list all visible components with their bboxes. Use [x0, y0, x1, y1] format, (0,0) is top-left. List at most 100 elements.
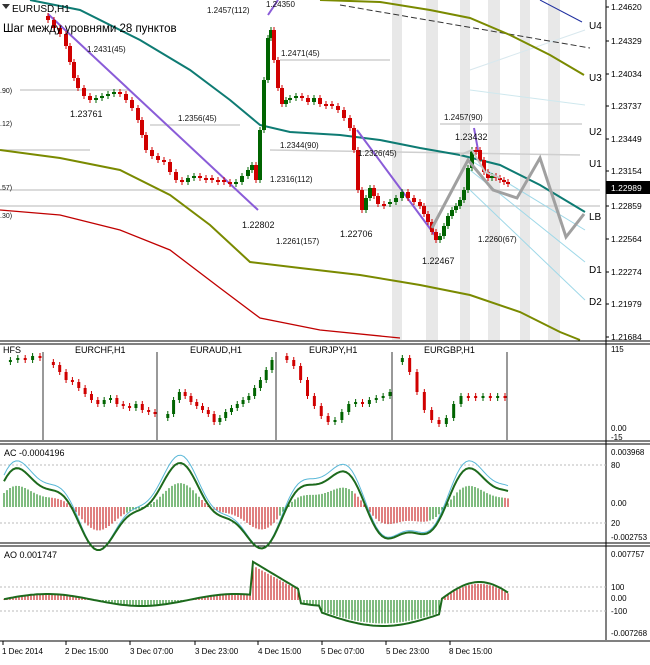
mini-candle-body [503, 396, 507, 398]
ao-scale-neg100: -100 [611, 607, 628, 616]
level-u2: U2 [589, 127, 602, 138]
projection-zigzag-2 [459, 148, 501, 179]
candle-body [388, 202, 392, 204]
mini-candle-body [153, 412, 157, 414]
label-l8: 1.2261(157) [276, 237, 319, 246]
collapse-triangle-icon[interactable] [2, 4, 10, 9]
left-cut-label-2: .12) [0, 121, 12, 128]
mini-euraud-label: EURAUD,H1 [190, 345, 242, 355]
candle-body [174, 172, 178, 180]
mini-candle-body [319, 406, 323, 416]
mini-candle-body [121, 404, 125, 406]
candle-body [324, 104, 328, 106]
level-u3: U3 [589, 73, 602, 84]
candle-body [364, 198, 368, 210]
ma-teal-line [29, 0, 586, 213]
mini-candle-body [109, 398, 113, 400]
candle-body [106, 94, 110, 96]
mini-candle-body [285, 356, 289, 360]
candle-body [306, 98, 310, 102]
candle-body [124, 94, 128, 100]
label-l3: 1.2356(45) [178, 114, 217, 123]
price-tick-label: 1.21684 [611, 332, 642, 342]
mini-candle-body [58, 365, 62, 372]
candle-body [394, 198, 398, 202]
candle-body [438, 236, 442, 240]
candle-body [356, 150, 360, 190]
mini-candle-body [195, 402, 199, 406]
candle-body [262, 80, 266, 130]
candle-body [426, 214, 430, 222]
candle-body [466, 168, 470, 190]
candle-body [406, 192, 410, 198]
level-u1: U1 [589, 159, 602, 170]
price-tick-label: 1.21979 [611, 299, 642, 309]
mini-candle-body [8, 360, 12, 362]
ac-scale-20: 20 [611, 519, 620, 528]
label-l4: 1.2471(45) [281, 49, 320, 58]
label-l6: 1.2316(112) [270, 175, 313, 184]
mini-candle-body [23, 358, 27, 360]
mini-candle-body [347, 404, 351, 412]
mini-charts-panel[interactable]: HFS EURCHF,H1 EURAUD,H1 EURJPY,H1 EURGBP… [3, 345, 627, 442]
candle-body [360, 190, 364, 210]
mini-candle-body [381, 396, 385, 398]
mini-candle-body [70, 380, 74, 382]
ao-histogram [3, 565, 509, 624]
symbol-header: EURUSD,H1 Шаг между уровнями 28 пунктов [2, 4, 177, 35]
mini-candle-body [459, 396, 463, 404]
candle-body [446, 216, 450, 226]
candle-body [118, 92, 122, 94]
ma-olive-lower-line [0, 149, 581, 341]
price-tick-label: 1.24034 [611, 69, 642, 79]
candle-body [88, 96, 92, 100]
candle-body [240, 176, 244, 182]
mini-candle-body [452, 404, 456, 418]
current-price: 1.22989 [611, 183, 642, 193]
ao-indicator-panel[interactable]: AO 0.001747 0.007757 100 0.00 -100 -0.00… [0, 550, 648, 638]
candle-body [228, 182, 232, 184]
candle-body [222, 180, 226, 182]
mini-candle-body [16, 358, 20, 360]
candle-body [280, 88, 284, 104]
ma-olive-upper-line [319, 0, 585, 76]
ao-scale-max: 0.007757 [611, 550, 645, 559]
candle-body [82, 88, 86, 96]
mini-eurchf-label: EURCHF,H1 [75, 345, 126, 355]
mini-candle-body [128, 406, 132, 408]
candle-body [336, 106, 340, 110]
label-l13: 1.22467 [422, 256, 455, 266]
main-chart[interactable]: 1.2457(112) 1.24350 1.2431(45) 1.23761 1… [0, 0, 602, 341]
candle-body [266, 38, 270, 80]
candle-body [246, 170, 250, 176]
ac-scale-0: 0.00 [611, 499, 627, 508]
candle-body [478, 150, 482, 160]
mini-candle-body [241, 400, 245, 404]
candle-body [376, 196, 380, 204]
current-price-box [606, 181, 650, 194]
candle-body [434, 232, 438, 240]
label-l12: 1.23432 [455, 132, 488, 142]
x-label-1: 2 Dec 15:00 [65, 647, 109, 656]
time-axis: 1 Dec 2014 2 Dec 15:00 3 Dec 07:00 3 Dec… [2, 641, 493, 656]
mini-candle-body [229, 408, 233, 412]
ac-indicator-panel[interactable]: AC -0.0004196 0.003968 80 0.00 20 -0.002… [0, 448, 648, 551]
mini-candle-body [115, 398, 119, 404]
mini-candle-body [437, 420, 441, 424]
candle-body [474, 150, 478, 152]
mini-candle-body [235, 404, 239, 408]
candle-body [162, 160, 166, 162]
ac-scale-80: 80 [611, 461, 620, 470]
mini-scale-neg15: -15 [611, 433, 623, 442]
left-cut-label-4: .30) [0, 213, 12, 220]
session-bands [392, 0, 560, 340]
label-l1: 1.2431(45) [87, 45, 126, 54]
step-title: Шаг между уровнями 28 пунктов [3, 23, 177, 35]
candle-body [272, 30, 276, 60]
candle-body [144, 135, 148, 150]
price-tick-label: 1.23154 [611, 166, 642, 176]
candle-body [258, 130, 262, 180]
mini-candle-body [400, 358, 404, 362]
trend-lines [47, 0, 479, 239]
mini-candle-body [374, 398, 378, 400]
